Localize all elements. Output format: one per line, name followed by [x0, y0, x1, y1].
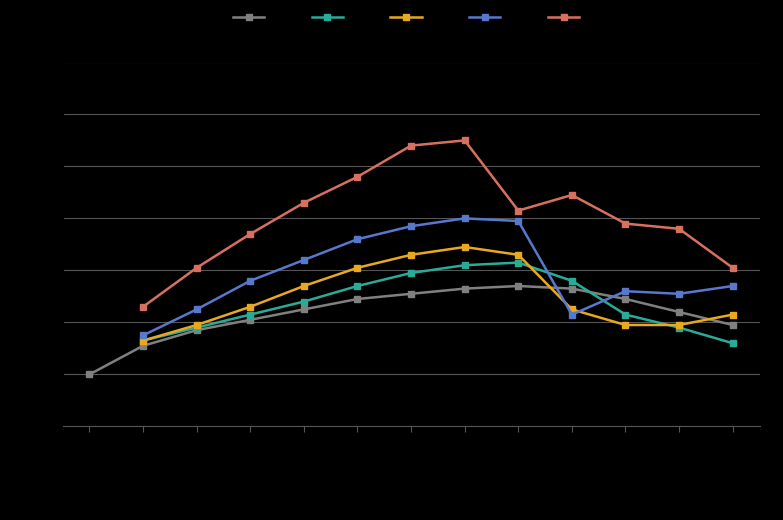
- series5: [299, 200, 309, 206]
- Line: series3: series3: [139, 243, 736, 344]
- series1: [674, 309, 684, 315]
- series2: [139, 337, 148, 344]
- series1: [353, 296, 363, 302]
- series4: [246, 278, 255, 284]
- series5: [192, 265, 201, 271]
- series4: [514, 218, 523, 224]
- series3: [406, 252, 416, 258]
- series4: [139, 332, 148, 339]
- series3: [246, 304, 255, 310]
- series4: [299, 257, 309, 263]
- series1: [460, 285, 469, 292]
- series1: [621, 296, 630, 302]
- Line: series2: series2: [139, 259, 736, 347]
- series4: [567, 311, 576, 318]
- series2: [406, 270, 416, 276]
- series4: [353, 236, 363, 242]
- series5: [406, 142, 416, 149]
- series2: [246, 311, 255, 318]
- series1: [514, 283, 523, 289]
- series1: [192, 327, 201, 333]
- series2: [514, 259, 523, 266]
- series5: [514, 207, 523, 214]
- series4: [192, 306, 201, 313]
- series2: [353, 283, 363, 289]
- series1: [246, 317, 255, 323]
- series4: [621, 288, 630, 294]
- series5: [246, 231, 255, 237]
- series5: [728, 265, 738, 271]
- series2: [460, 262, 469, 268]
- series3: [353, 265, 363, 271]
- series4: [728, 283, 738, 289]
- Legend: , , , , : , , , ,: [228, 7, 594, 30]
- series5: [460, 137, 469, 144]
- series5: [139, 304, 148, 310]
- series2: [299, 298, 309, 305]
- series5: [567, 192, 576, 198]
- series3: [514, 252, 523, 258]
- series3: [299, 283, 309, 289]
- series1: [139, 343, 148, 349]
- series2: [567, 278, 576, 284]
- series4: [460, 215, 469, 222]
- series1: [85, 371, 94, 378]
- Line: series4: series4: [139, 215, 736, 339]
- series1: [728, 322, 738, 328]
- series3: [460, 244, 469, 250]
- series2: [674, 324, 684, 331]
- series2: [728, 340, 738, 346]
- Line: series5: series5: [139, 137, 736, 310]
- series5: [353, 174, 363, 180]
- series2: [192, 324, 201, 331]
- series3: [192, 322, 201, 328]
- series3: [621, 322, 630, 328]
- Line: series1: series1: [86, 282, 736, 378]
- series2: [621, 311, 630, 318]
- series1: [406, 291, 416, 297]
- series4: [406, 223, 416, 229]
- series1: [567, 285, 576, 292]
- series3: [139, 337, 148, 344]
- series4: [674, 291, 684, 297]
- series5: [621, 220, 630, 227]
- series5: [674, 226, 684, 232]
- series1: [299, 306, 309, 313]
- series3: [728, 311, 738, 318]
- series3: [567, 306, 576, 313]
- series3: [674, 322, 684, 328]
